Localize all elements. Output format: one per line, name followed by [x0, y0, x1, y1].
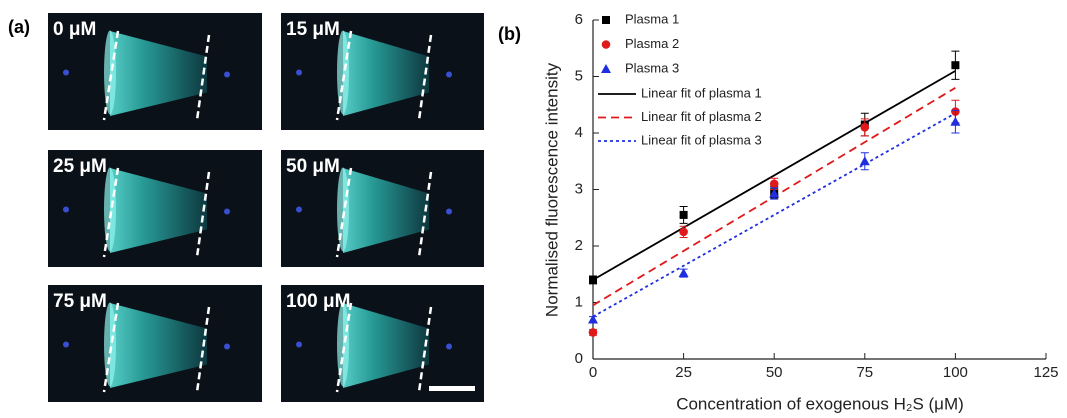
marker [602, 16, 610, 24]
fluorescence-beam [110, 168, 207, 253]
fluorescence-beam [343, 168, 429, 253]
image-label: 25 μM [53, 156, 107, 177]
marker [601, 64, 611, 73]
y-tick-label: 0 [575, 350, 583, 367]
marker [769, 188, 780, 198]
y-tick-label: 3 [575, 180, 583, 197]
marker [679, 227, 688, 237]
legend-label: Plasma 1 [625, 11, 679, 26]
x-tick-label: 100 [943, 364, 968, 381]
dashed-marker [195, 171, 211, 258]
micrograph: 15 μM [281, 13, 484, 130]
marker [679, 210, 688, 219]
micrograph: 50 μM [281, 150, 484, 267]
panel-label: (a) [8, 17, 30, 37]
spot [296, 69, 302, 76]
spot [224, 343, 230, 350]
marker [588, 328, 598, 337]
micrograph: 0 μM [48, 13, 262, 130]
spot [63, 341, 69, 348]
legend-label: Linear fit of plasma 3 [641, 132, 762, 147]
fluorescence-beam [110, 31, 207, 116]
marker [678, 268, 689, 278]
x-tick-label: 75 [856, 364, 873, 381]
y-tick-label: 2 [575, 237, 583, 254]
spot [296, 341, 302, 348]
beam-edge [104, 302, 116, 387]
dashed-marker [102, 167, 120, 258]
micrograph: 100 μM [281, 285, 484, 402]
dashed-marker [417, 306, 433, 393]
legend-label: Plasma 2 [625, 36, 679, 51]
legend-label: Linear fit of plasma 1 [641, 85, 762, 100]
beam-edge [337, 302, 349, 387]
spot [446, 343, 452, 350]
y-tick-label: 6 [575, 11, 583, 28]
x-tick-label: 125 [1033, 364, 1058, 381]
spot [446, 71, 452, 78]
beam-edge [337, 167, 349, 252]
legend-label: Plasma 3 [625, 60, 679, 75]
spot [63, 206, 69, 213]
fluorescence-beam [343, 31, 429, 116]
y-tick-label: 4 [575, 124, 583, 141]
y-axis-label: Normalised fluorescence intensity [542, 62, 561, 317]
x-tick-label: 50 [766, 364, 783, 381]
x-tick-label: 25 [675, 364, 692, 381]
scale-bar [429, 386, 475, 391]
spot [446, 208, 452, 215]
y-tick-label: 1 [575, 293, 583, 310]
fit-line [592, 70, 956, 281]
marker [950, 116, 961, 126]
marker [859, 156, 870, 166]
micrograph: 75 μM [48, 285, 262, 402]
image-label: 100 μM [286, 291, 350, 312]
fluorescence-beam [110, 303, 207, 388]
image-label: 50 μM [286, 156, 340, 177]
image-label: 0 μM [53, 19, 96, 40]
marker [860, 123, 870, 132]
marker [588, 314, 598, 324]
dashed-marker [417, 34, 433, 121]
dashed-marker [195, 34, 211, 121]
x-tick-label: 0 [589, 364, 597, 381]
beam-edge [104, 167, 116, 252]
dashed-marker [195, 306, 211, 393]
y-tick-label: 5 [575, 67, 583, 84]
dashed-marker [335, 30, 353, 121]
beam-edge [104, 30, 116, 115]
legend-label: Linear fit of plasma 2 [641, 109, 762, 124]
spot [224, 208, 230, 215]
dashed-marker [417, 171, 433, 258]
micrograph: 25 μM [48, 150, 262, 267]
marker [601, 40, 611, 49]
dashed-marker [102, 302, 120, 393]
fluorescence-beam [343, 303, 429, 388]
spot [224, 71, 230, 78]
image-label: 75 μM [53, 291, 107, 312]
dashed-marker [335, 302, 353, 393]
marker [589, 275, 597, 284]
beam-edge [337, 30, 349, 115]
marker [769, 179, 779, 189]
dashed-marker [102, 30, 120, 121]
x-axis-label: Concentration of exogenous H₂S (μM) [676, 394, 964, 413]
image-label: 15 μM [286, 19, 340, 40]
spot [296, 206, 302, 213]
dashed-marker [335, 167, 353, 258]
panel-label: (b) [498, 24, 521, 44]
spot [63, 69, 69, 76]
marker [951, 61, 960, 70]
